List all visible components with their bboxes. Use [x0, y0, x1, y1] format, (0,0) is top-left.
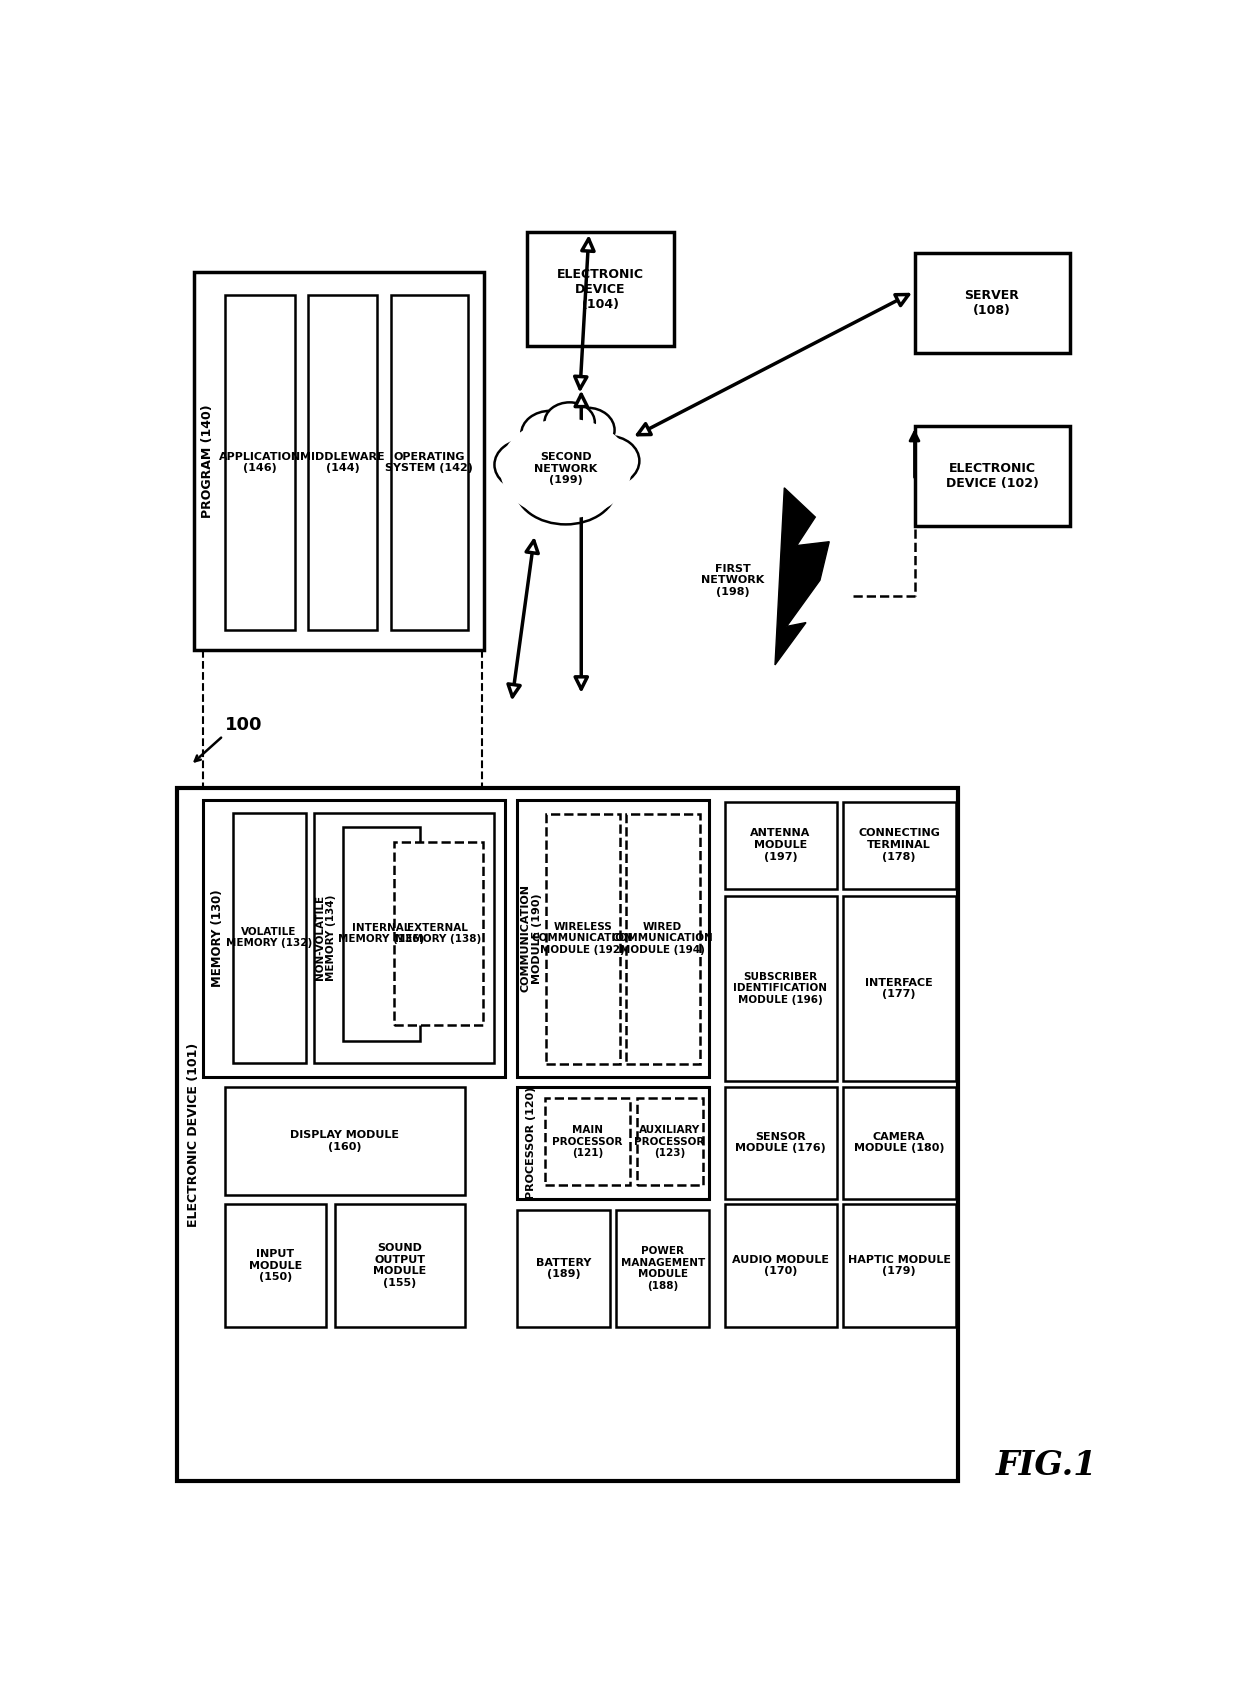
Text: OPERATING
SYSTEM (142): OPERATING SYSTEM (142) [386, 451, 474, 473]
Bar [308, 296, 377, 631]
Bar [233, 813, 306, 1064]
Bar [224, 1087, 465, 1194]
Text: VOLATILE
MEMORY (132): VOLATILE MEMORY (132) [226, 927, 312, 949]
Text: MAIN
PROCESSOR
(121): MAIN PROCESSOR (121) [552, 1125, 622, 1158]
Bar [724, 1204, 837, 1327]
Bar [843, 1204, 956, 1327]
Bar [203, 800, 506, 1077]
Bar [544, 1099, 630, 1185]
Polygon shape [775, 487, 830, 665]
Bar [527, 232, 675, 347]
Bar [616, 1211, 709, 1327]
Bar [517, 800, 709, 1077]
Text: MEMORY (130): MEMORY (130) [211, 889, 223, 988]
Bar [517, 1087, 709, 1199]
Text: PROCESSOR (120): PROCESSOR (120) [526, 1086, 536, 1199]
Text: INTERNAL
MEMORY (136): INTERNAL MEMORY (136) [339, 923, 424, 945]
Bar [547, 813, 620, 1064]
Text: WIRED
COMMUNICATION
MODULE (194): WIRED COMMUNICATION MODULE (194) [611, 922, 713, 955]
Text: EXTERNAL
MEMORY (138): EXTERNAL MEMORY (138) [394, 923, 481, 945]
Bar [176, 788, 959, 1481]
Text: AUDIO MODULE
(170): AUDIO MODULE (170) [732, 1255, 828, 1277]
Text: NON-VOLATILE
MEMORY (134): NON-VOLATILE MEMORY (134) [315, 895, 336, 981]
Text: CAMERA
MODULE (180): CAMERA MODULE (180) [854, 1131, 944, 1153]
Bar [637, 1099, 703, 1185]
Text: FIG.1: FIG.1 [996, 1449, 1097, 1483]
Ellipse shape [516, 451, 616, 524]
Bar [193, 272, 485, 649]
Text: FIRST
NETWORK
(198): FIRST NETWORK (198) [701, 563, 764, 597]
Text: CONNECTING
TERMINAL
(178): CONNECTING TERMINAL (178) [858, 829, 940, 862]
Bar [517, 1211, 610, 1327]
Text: INPUT
MODULE
(150): INPUT MODULE (150) [248, 1250, 301, 1282]
Bar [314, 813, 494, 1064]
Text: ELECTRONIC
DEVICE (102): ELECTRONIC DEVICE (102) [946, 462, 1038, 490]
Text: BATTERY
(189): BATTERY (189) [536, 1258, 591, 1280]
Text: APPLICATION
(146): APPLICATION (146) [218, 451, 300, 473]
Bar [843, 802, 956, 889]
Text: COMMUNICATION
MODULE (190): COMMUNICATION MODULE (190) [520, 884, 542, 993]
Ellipse shape [521, 411, 579, 457]
Text: MIDDLEWARE
(144): MIDDLEWARE (144) [300, 451, 384, 473]
Ellipse shape [544, 402, 595, 443]
Bar [224, 1204, 325, 1327]
Text: SECOND
NETWORK
(199): SECOND NETWORK (199) [534, 451, 598, 485]
Text: PROGRAM (140): PROGRAM (140) [201, 404, 215, 517]
Text: INTERFACE
(177): INTERFACE (177) [866, 977, 932, 999]
Ellipse shape [560, 408, 615, 453]
Text: SUBSCRIBER
IDENTIFICATION
MODULE (196): SUBSCRIBER IDENTIFICATION MODULE (196) [733, 972, 827, 1004]
Bar [342, 827, 420, 1040]
Text: ELECTRONIC DEVICE (101): ELECTRONIC DEVICE (101) [187, 1042, 200, 1226]
Bar [724, 802, 837, 889]
Ellipse shape [578, 436, 640, 485]
Bar [224, 296, 295, 631]
Bar [915, 254, 1069, 353]
Text: AUXILIARY
PROCESSOR
(123): AUXILIARY PROCESSOR (123) [635, 1125, 704, 1158]
Ellipse shape [500, 418, 631, 519]
Bar [724, 1087, 837, 1199]
Bar [915, 426, 1069, 526]
Bar [724, 896, 837, 1081]
Text: 100: 100 [226, 715, 263, 734]
Bar [335, 1204, 465, 1327]
Text: SERVER
(108): SERVER (108) [965, 289, 1019, 316]
Text: POWER
MANAGEMENT
MODULE
(188): POWER MANAGEMENT MODULE (188) [620, 1246, 704, 1290]
Text: HAPTIC MODULE
(179): HAPTIC MODULE (179) [847, 1255, 951, 1277]
Text: DISPLAY MODULE
(160): DISPLAY MODULE (160) [290, 1130, 399, 1152]
Bar [843, 896, 956, 1081]
Text: ANTENNA
MODULE
(197): ANTENNA MODULE (197) [750, 829, 811, 862]
Ellipse shape [495, 440, 557, 490]
Text: WIRELESS
COMMUNICATION
MODULE (192): WIRELESS COMMUNICATION MODULE (192) [532, 922, 634, 955]
Bar [626, 813, 699, 1064]
Text: ELECTRONIC
DEVICE
(104): ELECTRONIC DEVICE (104) [557, 267, 644, 311]
Bar [843, 1087, 956, 1199]
Bar [394, 842, 482, 1025]
Text: SOUND
OUTPUT
MODULE
(155): SOUND OUTPUT MODULE (155) [373, 1243, 427, 1289]
Text: SENSOR
MODULE (176): SENSOR MODULE (176) [735, 1131, 826, 1153]
Bar [391, 296, 469, 631]
